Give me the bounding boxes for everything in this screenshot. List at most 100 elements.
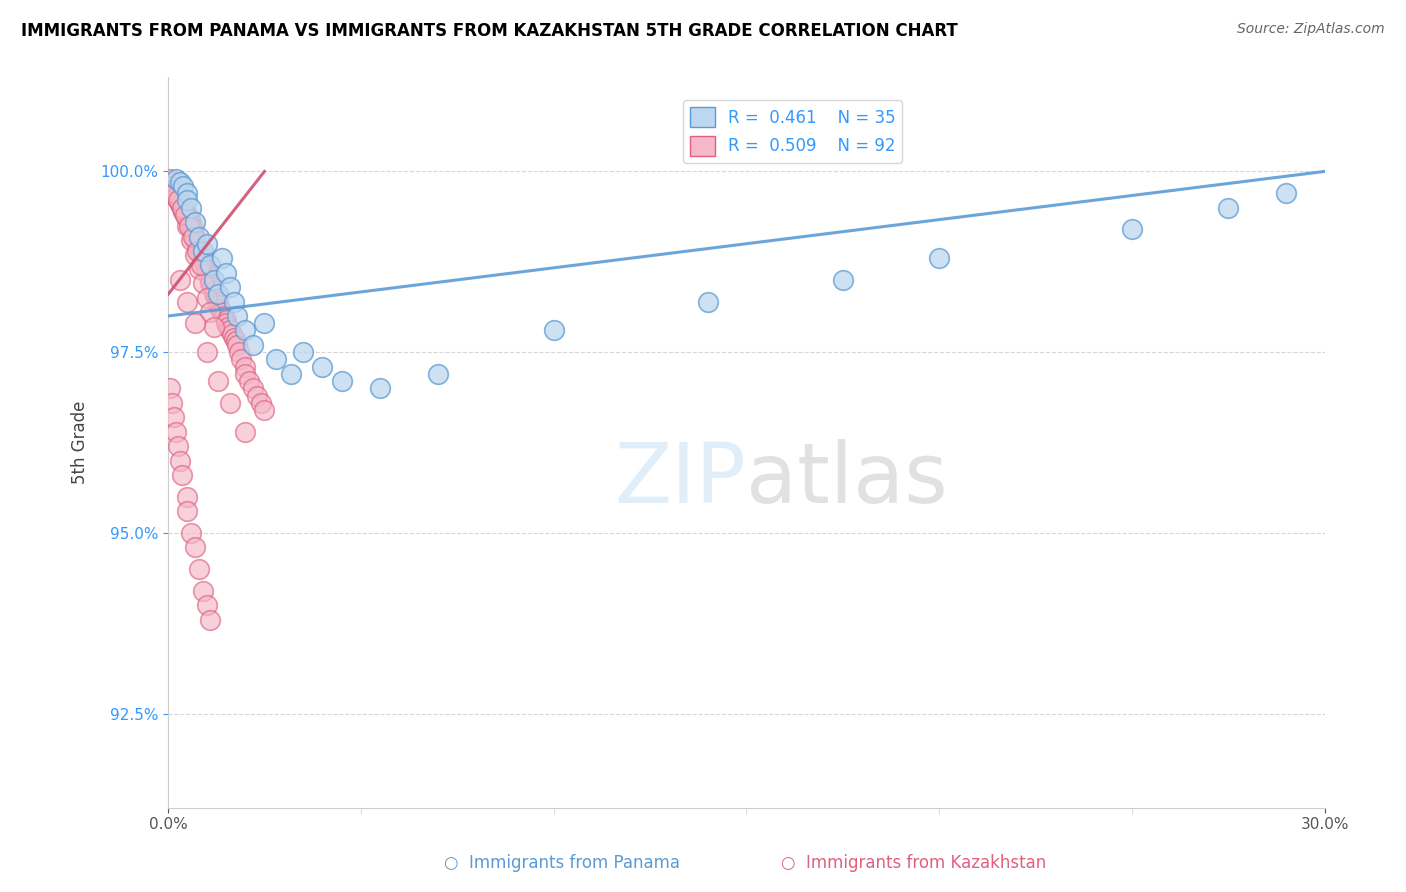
Point	[242, 381, 264, 395]
Point	[187, 262, 209, 277]
Point	[202, 284, 225, 298]
Point	[215, 312, 238, 326]
Point	[191, 251, 214, 265]
Point	[222, 331, 245, 345]
Point	[253, 403, 276, 417]
Point	[543, 324, 565, 338]
Point	[166, 194, 188, 208]
Point	[169, 273, 191, 287]
Point	[160, 396, 183, 410]
Point	[186, 236, 208, 251]
Point	[200, 277, 222, 291]
Point	[246, 388, 269, 402]
Point	[264, 352, 287, 367]
Point	[163, 186, 186, 201]
Point	[166, 439, 188, 453]
Point	[165, 190, 187, 204]
Point	[179, 211, 201, 226]
Point	[165, 186, 187, 201]
Point	[170, 201, 193, 215]
Point	[249, 396, 271, 410]
Point	[176, 211, 198, 226]
Text: atlas: atlas	[747, 439, 948, 519]
Point	[831, 273, 853, 287]
Point	[165, 425, 187, 439]
Point	[186, 244, 208, 258]
Point	[160, 175, 183, 189]
Point	[212, 309, 235, 323]
Point	[201, 280, 224, 294]
Point	[292, 345, 315, 359]
Point	[169, 197, 191, 211]
Point	[1218, 201, 1240, 215]
Text: ○  Immigrants from Panama: ○ Immigrants from Panama	[444, 855, 681, 872]
Point	[209, 301, 232, 316]
Point	[197, 269, 219, 284]
Text: ZIP: ZIP	[614, 439, 747, 519]
Point	[169, 175, 191, 189]
Point	[200, 305, 222, 319]
Point	[202, 287, 225, 301]
Point	[187, 562, 209, 576]
Point	[228, 345, 250, 359]
Point	[195, 291, 218, 305]
Point	[184, 316, 207, 330]
Y-axis label: 5th Grade: 5th Grade	[72, 401, 89, 484]
Point	[217, 319, 239, 334]
Point	[163, 410, 186, 425]
Point	[179, 219, 201, 233]
Point	[187, 244, 209, 258]
Point	[218, 396, 240, 410]
Point	[194, 259, 217, 273]
Point	[166, 190, 188, 204]
Point	[159, 171, 181, 186]
Point	[207, 374, 229, 388]
Point	[928, 251, 950, 265]
Point	[163, 182, 186, 196]
Point	[202, 319, 225, 334]
Point	[179, 215, 201, 229]
Point	[222, 294, 245, 309]
Point	[280, 367, 302, 381]
Point	[184, 233, 207, 247]
Legend: R =  0.461    N = 35, R =  0.509    N = 92: R = 0.461 N = 35, R = 0.509 N = 92	[683, 101, 903, 162]
Point	[176, 186, 198, 201]
Point	[173, 201, 195, 215]
Point	[191, 277, 214, 291]
Point	[180, 219, 202, 233]
Point	[184, 229, 207, 244]
Point	[207, 287, 229, 301]
Point	[195, 236, 218, 251]
Point	[200, 613, 222, 627]
Point	[311, 359, 333, 374]
Point	[238, 374, 260, 388]
Point	[330, 374, 353, 388]
Point	[180, 233, 202, 247]
Point	[195, 345, 218, 359]
Point	[170, 201, 193, 215]
Point	[233, 324, 256, 338]
Point	[169, 194, 191, 208]
Point	[200, 273, 222, 287]
Point	[426, 367, 449, 381]
Point	[176, 194, 198, 208]
Point	[226, 338, 249, 352]
Point	[190, 247, 212, 261]
Point	[231, 352, 253, 367]
Point	[195, 599, 218, 613]
Point	[180, 215, 202, 229]
Point	[160, 182, 183, 196]
Point	[233, 425, 256, 439]
Point	[205, 291, 228, 305]
Point	[1275, 186, 1298, 201]
Point	[169, 197, 191, 211]
Point	[218, 324, 240, 338]
Point	[207, 294, 229, 309]
Point	[253, 316, 276, 330]
Point	[187, 240, 209, 254]
Point	[181, 229, 204, 244]
Point	[226, 309, 249, 323]
Point	[191, 255, 214, 269]
Point	[170, 197, 193, 211]
Text: IMMIGRANTS FROM PANAMA VS IMMIGRANTS FROM KAZAKHSTAN 5TH GRADE CORRELATION CHART: IMMIGRANTS FROM PANAMA VS IMMIGRANTS FRO…	[21, 22, 957, 40]
